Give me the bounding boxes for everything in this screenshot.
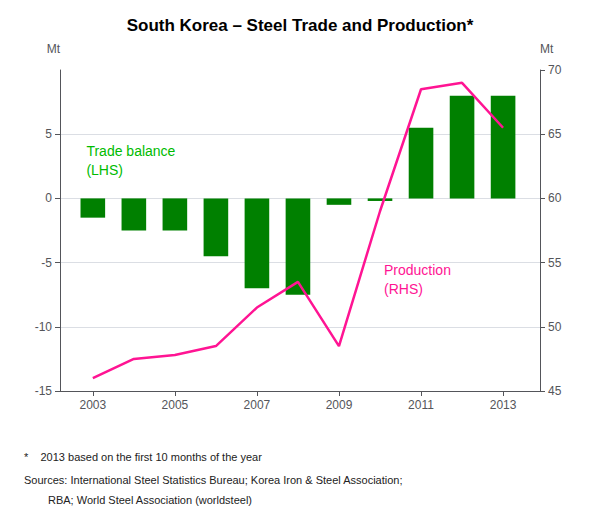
svg-text:50: 50 [548, 320, 562, 334]
svg-text:South Korea – Steel Trade and: South Korea – Steel Trade and Production… [127, 16, 474, 35]
svg-text:2011: 2011 [408, 398, 434, 412]
svg-text:70: 70 [548, 63, 562, 77]
svg-text:* 2013 based on the first 1: * 2013 based on the first 10 months of t… [24, 451, 262, 463]
svg-text:55: 55 [548, 256, 562, 270]
svg-text:Mt: Mt [540, 42, 554, 56]
svg-text:45: 45 [548, 384, 562, 398]
svg-text:Mt: Mt [47, 42, 61, 56]
svg-text:-10: -10 [35, 320, 53, 334]
svg-text:-5: -5 [41, 256, 52, 270]
svg-text:-15: -15 [35, 384, 53, 398]
svg-text:5: 5 [45, 127, 52, 141]
svg-text:2009: 2009 [326, 398, 353, 412]
svg-text:Trade balance: Trade balance [86, 143, 175, 159]
svg-text:2007: 2007 [244, 398, 271, 412]
svg-text:2005: 2005 [162, 398, 189, 412]
svg-text:Production: Production [384, 262, 451, 278]
svg-text:60: 60 [548, 191, 562, 205]
svg-text:RBA; World Steel Association (: RBA; World Steel Association (worldsteel… [48, 494, 252, 506]
svg-text:0: 0 [45, 191, 52, 205]
svg-text:2013: 2013 [490, 398, 517, 412]
svg-text:(RHS): (RHS) [384, 281, 423, 297]
svg-text:2003: 2003 [79, 398, 106, 412]
svg-text:65: 65 [548, 127, 562, 141]
svg-text:Sources: International Steel S: Sources: International Steel Statistics … [24, 474, 403, 486]
svg-text:(LHS): (LHS) [86, 162, 123, 178]
